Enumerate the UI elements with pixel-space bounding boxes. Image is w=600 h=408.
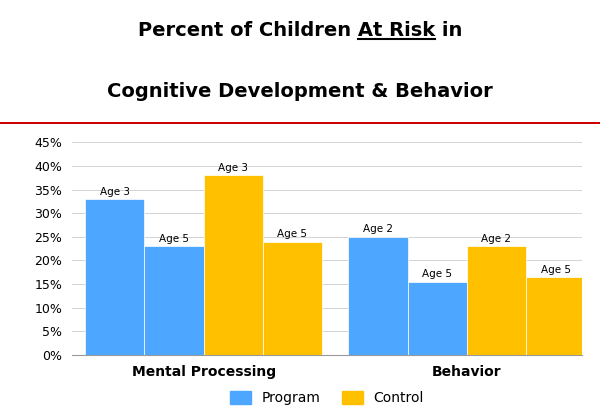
Text: Age 3: Age 3 [100,187,130,197]
Text: Age 5: Age 5 [159,234,189,244]
Bar [203,175,263,355]
Text: Cognitive Development & Behavior: Cognitive Development & Behavior [107,82,493,101]
Text: Age 5: Age 5 [277,229,307,239]
Text: Age 5: Age 5 [422,269,452,279]
Text: Age 5: Age 5 [541,265,571,275]
Legend: Program, Control: Program, Control [224,386,430,408]
Bar [467,246,526,355]
Bar [349,237,407,355]
Bar [85,199,145,355]
Bar [526,277,585,355]
Text: Age 2: Age 2 [363,224,393,235]
Text: Percent of Children At Risk in: Percent of Children At Risk in [138,21,462,40]
Bar [145,246,203,355]
Bar [263,242,322,355]
Text: Age 3: Age 3 [218,163,248,173]
Bar [407,282,467,355]
Text: Age 2: Age 2 [481,234,511,244]
